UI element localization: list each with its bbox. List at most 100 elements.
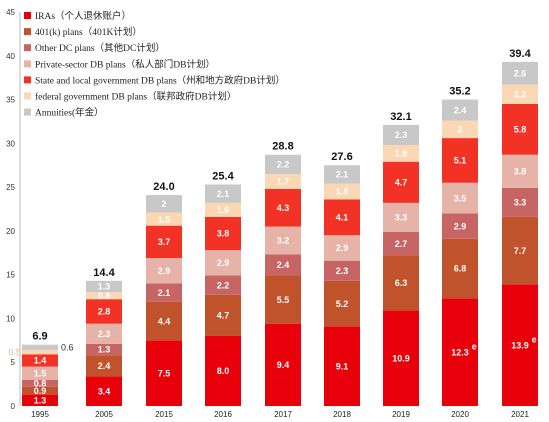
bar-segment — [442, 213, 478, 239]
bar-segment — [383, 145, 419, 162]
y-tick-label: 40 — [6, 52, 15, 61]
legend-label: federal government DB plans（联邦政府DB计划） — [35, 91, 236, 103]
segment-value-label: 0.9 — [34, 386, 47, 396]
segment-value-label: 1.3 — [98, 282, 111, 292]
segment-value-label: 4.1 — [336, 213, 349, 223]
segment-value-label: 13.9 — [511, 340, 529, 350]
bar-segment — [442, 120, 478, 139]
bar-segment — [86, 355, 122, 377]
bar-segment — [502, 284, 538, 406]
bar-segment — [442, 298, 478, 406]
segment-value-label: 6.8 — [454, 264, 467, 274]
segment-value-label: 3.5 — [454, 193, 467, 203]
bar-segment — [265, 275, 301, 324]
segment-value-label: 3.3 — [395, 213, 408, 223]
bar-segment — [324, 165, 360, 184]
bar-segment — [205, 294, 241, 336]
x-tick-label: 2017 — [274, 410, 292, 419]
segment-value-label: 1.3 — [34, 396, 47, 406]
bar-segment — [22, 379, 58, 387]
bar-segment — [265, 173, 301, 189]
segment-value-label: 1.9 — [395, 149, 408, 159]
legend-label: State and local government DB plans（州和地方… — [35, 74, 285, 86]
segment-value-label: 5.1 — [454, 156, 467, 166]
bar-segment — [205, 335, 241, 406]
x-tick-label: 2021 — [511, 410, 529, 419]
legend: IRAs（个人退休账户） 401(k) plans（401K计划） Other DC… — [24, 10, 285, 119]
segment-value-label: 2.2 — [514, 90, 527, 100]
y-tick-label: 35 — [6, 96, 15, 105]
segment-value-label: 1.6 — [217, 205, 230, 215]
total-value-label: 32.1 — [390, 111, 411, 123]
segment-value-label: 5.5 — [277, 295, 290, 305]
legend-swatch — [24, 108, 31, 116]
bar-segment — [86, 376, 122, 406]
segment-value-label: 6.3 — [395, 278, 408, 288]
total-value-label: 24.0 — [153, 181, 174, 193]
bar-segment — [502, 187, 538, 217]
bar-segment — [383, 231, 419, 256]
segment-value-label: 1.5 — [158, 214, 171, 224]
bar-segment — [383, 255, 419, 311]
segment-value-label: 2.3 — [395, 130, 408, 140]
bar-segment — [146, 283, 182, 302]
bar-segment — [22, 344, 58, 350]
segment-value-label: 2.9 — [217, 258, 230, 268]
bar-segment — [502, 103, 538, 155]
bar-segment — [22, 366, 58, 380]
bar-segment — [146, 258, 182, 284]
bar-segment — [324, 280, 360, 327]
bar-segment — [324, 199, 360, 236]
bar-segment — [442, 99, 478, 121]
x-tick-label: 2005 — [95, 410, 113, 419]
segment-value-label: 5.8 — [514, 125, 527, 135]
bar-segment — [205, 216, 241, 251]
segment-value-label: 3.4 — [98, 386, 111, 396]
segment-value-label: 4.4 — [158, 316, 171, 326]
segment-value-label: 5.2 — [336, 299, 349, 309]
segment-value-label: 2.1 — [336, 170, 349, 180]
segment-value-label: 2.3 — [336, 266, 349, 276]
bar-segment — [502, 84, 538, 104]
bar-segment — [324, 326, 360, 406]
bar-segment — [22, 394, 58, 406]
bar-segment — [86, 343, 122, 356]
legend-swatch — [24, 28, 31, 36]
segment-value-label: 10.9 — [392, 353, 410, 363]
total-value-label: 27.6 — [331, 151, 352, 163]
bar-segment — [383, 310, 419, 406]
segment-value-label: 1.5 — [34, 368, 47, 378]
bar-segment — [265, 154, 301, 174]
legend-swatch — [24, 60, 31, 68]
segment-value-label: 7.7 — [514, 246, 527, 256]
bar-segment — [383, 202, 419, 232]
bar-segment — [22, 354, 58, 367]
total-value-label: 39.4 — [509, 48, 531, 60]
x-axis: 1995 2005 2015 2016 2017 2018 2019 2020 2021 — [31, 410, 529, 419]
segment-value-label: 4.7 — [217, 311, 230, 321]
bar-segment — [205, 250, 241, 276]
stacked-bars — [22, 61, 538, 406]
segment-value-label: 2.3 — [98, 329, 111, 339]
bar-segment — [442, 138, 478, 183]
bar-segment — [324, 183, 360, 200]
bar-segment — [86, 280, 122, 293]
bar-segment — [146, 340, 182, 406]
segment-value-label: 2.1 — [158, 288, 171, 298]
segment-value-label: 2.1 — [217, 189, 230, 199]
bar-segment — [502, 61, 538, 85]
bar-segment — [22, 349, 58, 355]
y-tick-label: 30 — [6, 139, 15, 148]
segment-value-label: 2.9 — [454, 221, 467, 231]
bar-segment — [383, 161, 419, 203]
segment-value-label: 2.6 — [514, 68, 527, 78]
x-tick-label: 2019 — [392, 410, 410, 419]
y-tick-label: 10 — [6, 314, 15, 323]
bar-segment — [265, 188, 301, 227]
bar-segment — [265, 226, 301, 255]
segment-value-label: 9.4 — [277, 360, 290, 370]
segment-value-label: 12.3 — [451, 347, 469, 357]
bar-segment — [265, 254, 301, 276]
segment-value-label: 3.8 — [217, 229, 230, 239]
bar-segment — [22, 386, 58, 395]
